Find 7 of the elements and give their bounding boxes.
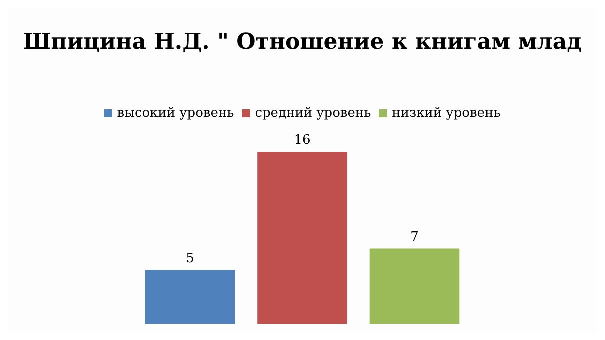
chart-title: Шпицина Н.Д. " Отношение к книгам млад	[23, 29, 582, 55]
legend-label: средний уровень	[255, 106, 372, 121]
data-label: 7	[410, 230, 419, 245]
data-label: 5	[186, 251, 194, 266]
legend-label: высокий уровень	[117, 106, 234, 121]
legend-label: низкий уровень	[392, 106, 501, 121]
data-label: 16	[294, 133, 311, 148]
